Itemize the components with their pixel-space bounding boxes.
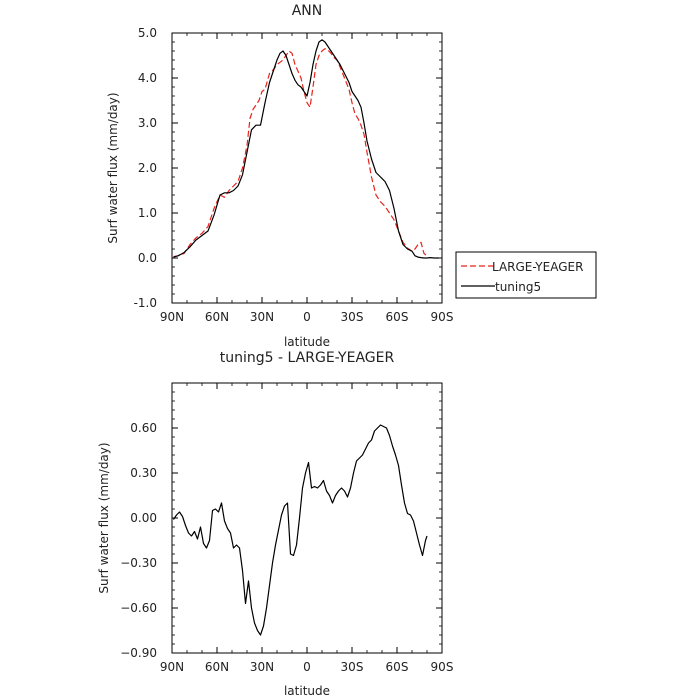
top-x-axis-label: latitude [284, 335, 330, 349]
top-chart-title: ANN [292, 3, 323, 19]
bottom-panel: tuning5 - LARGE-YEAGER 90N 60N 30N 0 30S 60S 9… [97, 350, 453, 698]
bottom-plot-area: 90N 60N 30N 0 30S 60S 90S −0.90 −0.60 −0.30 0.00 0.… [120, 382, 454, 674]
bottom-y-tick-label: 0.30 [130, 466, 157, 480]
top-y-tick-label: 4.0 [138, 71, 157, 85]
bottom-x-tick-label: 30S [341, 660, 364, 674]
bottom-x-tick-label: 60N [205, 660, 229, 674]
legend-label-large-yeager: LARGE-YEAGER [492, 260, 583, 274]
top-y-tick-label: 0.0 [138, 251, 157, 265]
bottom-y-tick-label: −0.90 [120, 646, 157, 660]
top-x-tick-label: 90S [431, 310, 454, 324]
top-y-tick-label: 1.0 [138, 206, 157, 220]
bottom-x-tick-label: 90S [431, 660, 454, 674]
legend-box [455, 251, 597, 299]
top-plot-frame [171, 32, 443, 304]
top-y-tick-label: 2.0 [138, 161, 157, 175]
bottom-x-tick-label: 0 [303, 660, 311, 674]
bottom-y-tick-label: 0.00 [130, 511, 157, 525]
legend-label-tuning5: tuning5 [495, 280, 541, 294]
bottom-x-tick-label: 30N [250, 660, 274, 674]
bottom-x-tick-label: 90N [160, 660, 184, 674]
top-plot-area: 90N 60N 30N 0 30S 60S 90S -1.0 0.0 1.0 2.0 3.0 4.0 5.… [134, 26, 454, 324]
bottom-x-tick-label: 60S [386, 660, 409, 674]
top-x-tick-label: 30S [341, 310, 364, 324]
top-x-tick-label: 0 [303, 310, 311, 324]
bottom-series-line-series-0 [173, 424, 428, 636]
top-x-tick-label: 60S [386, 310, 409, 324]
top-y-tick-label: 5.0 [138, 26, 157, 40]
top-x-tick-label: 60N [205, 310, 229, 324]
bottom-x-axis-label: latitude [284, 684, 330, 698]
top-legend: LARGE-YEAGER tuning5 [455, 251, 597, 299]
top-y-axis-label: Surf water flux (mm/day) [106, 92, 120, 243]
bottom-y-axis-label: Surf water flux (mm/day) [97, 442, 111, 593]
top-series-line-tuning5 [173, 39, 439, 259]
bottom-chart-title: tuning5 - LARGE-YEAGER [220, 350, 395, 366]
top-y-tick-label: 3.0 [138, 116, 157, 130]
top-x-tick-label: 30N [250, 310, 274, 324]
top-y-tick-label: -1.0 [134, 296, 157, 310]
top-panel: ANN 90N 60N 30N 0 30S 60S 90S -1.0 0.0 1.0 2.0 3.0 4… [106, 3, 597, 349]
bottom-y-tick-label: 0.60 [130, 421, 157, 435]
bottom-y-tick-label: −0.60 [120, 601, 157, 615]
bottom-plot-frame [171, 382, 443, 654]
top-x-tick-label: 90N [160, 310, 184, 324]
top-series-line-large-yeager [173, 48, 428, 258]
bottom-y-tick-label: −0.30 [120, 556, 157, 570]
